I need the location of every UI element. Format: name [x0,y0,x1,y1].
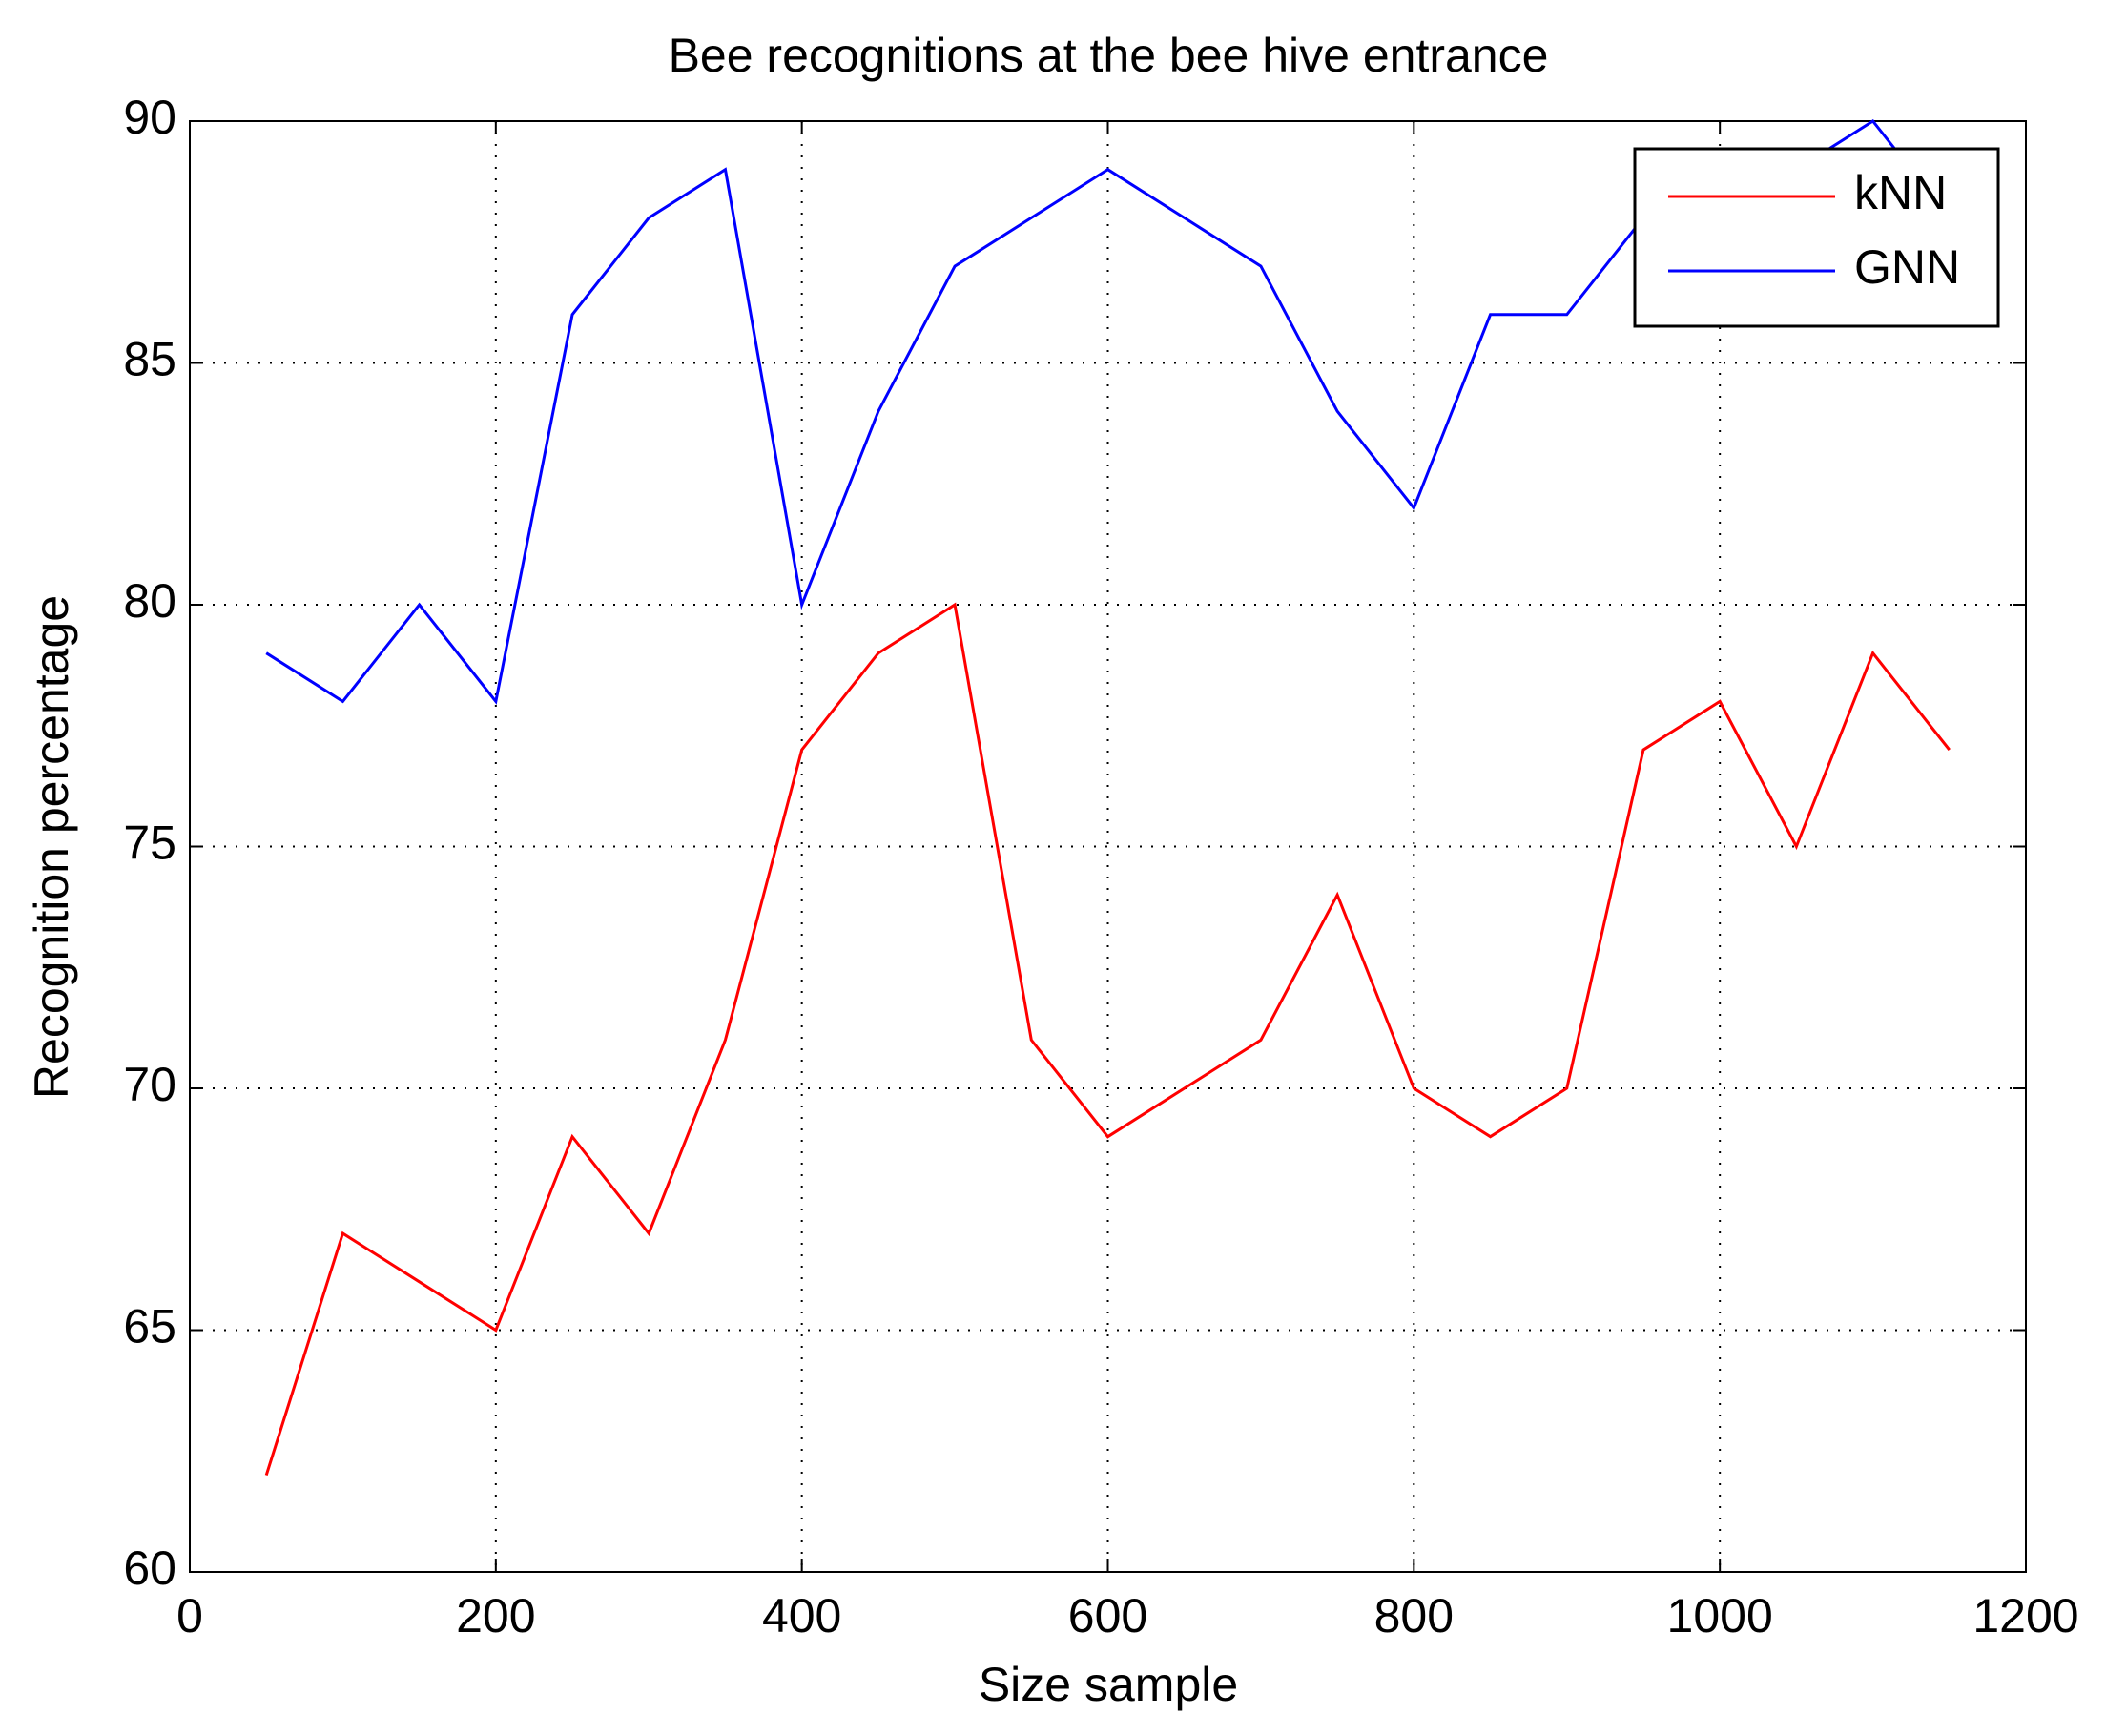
y-tick-label: 90 [123,91,176,144]
x-tick-label: 200 [456,1589,535,1643]
legend-label: kNN [1854,166,1947,219]
x-tick-label: 800 [1374,1589,1454,1643]
y-axis-label: Recognition percentage [25,595,78,1099]
x-tick-label: 1200 [1972,1589,2078,1643]
y-tick-label: 85 [123,333,176,386]
x-tick-label: 400 [762,1589,841,1643]
x-tick-label: 0 [176,1589,203,1643]
y-tick-label: 80 [123,574,176,628]
x-tick-label: 1000 [1667,1589,1773,1643]
y-tick-label: 60 [123,1541,176,1595]
y-tick-label: 75 [123,816,176,870]
series-line [264,602,1951,1477]
legend-box [1633,147,2000,328]
x-tick-label: 600 [1068,1589,1147,1643]
plot-frame [189,120,2027,1573]
y-tick-label: 65 [123,1300,176,1354]
x-axis-label: Size sample [979,1658,1238,1711]
y-tick-label: 70 [123,1058,176,1111]
chart-title: Bee recognitions at the bee hive entranc… [669,29,1549,82]
legend-label: GNN [1854,240,1960,294]
